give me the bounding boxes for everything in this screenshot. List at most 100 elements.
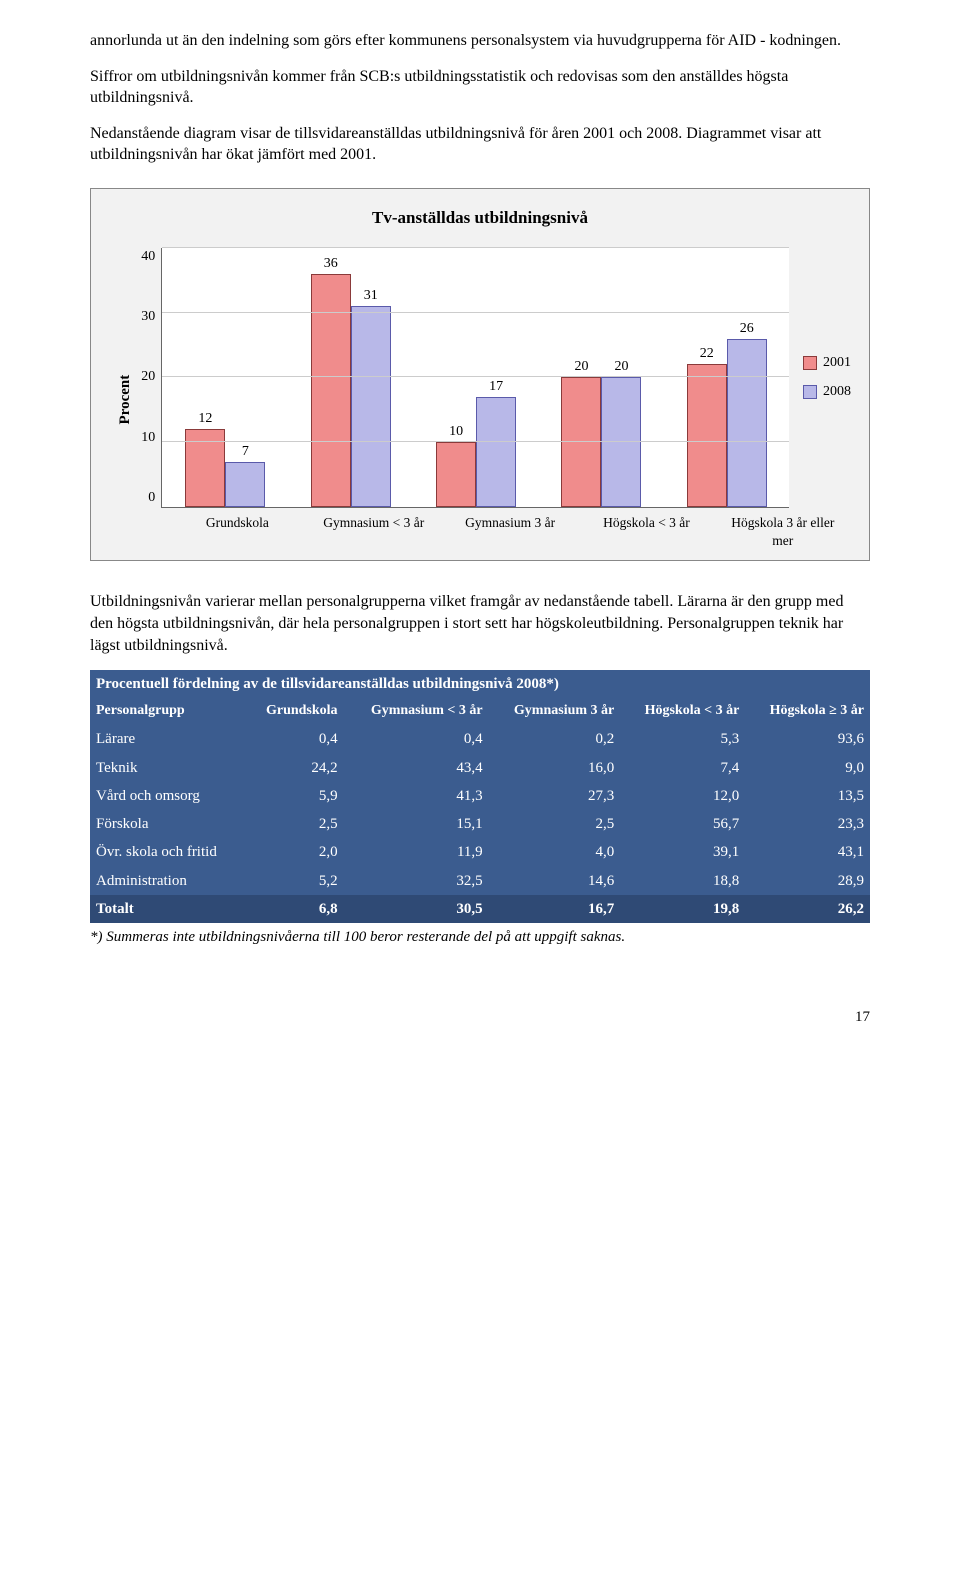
chart-plot: 1273631101720202226 bbox=[161, 248, 789, 508]
table-cell: 18,8 bbox=[620, 867, 745, 895]
paragraph-1: annorlunda ut än den indelning som görs … bbox=[90, 30, 870, 52]
bar-value-label: 10 bbox=[437, 423, 475, 442]
table-row: Lärare0,40,40,25,393,6 bbox=[90, 725, 870, 753]
bar: 20 bbox=[601, 377, 641, 507]
table-cell: 12,0 bbox=[620, 782, 745, 810]
table-cell: 15,1 bbox=[344, 810, 489, 838]
bar-value-label: 20 bbox=[562, 358, 600, 377]
table-cell: 14,6 bbox=[489, 867, 621, 895]
table-header-cell: Gymnasium < 3 år bbox=[344, 698, 489, 725]
table-cell: 43,1 bbox=[745, 838, 870, 866]
bar: 7 bbox=[225, 462, 265, 507]
xtick-label: Gymnasium < 3 år bbox=[312, 514, 435, 550]
bar-group: 1017 bbox=[419, 248, 532, 507]
table-cell: 13,5 bbox=[745, 782, 870, 810]
table-cell: 23,3 bbox=[745, 810, 870, 838]
bar-value-label: 17 bbox=[477, 378, 515, 397]
table-cell: Vård och omsorg bbox=[90, 782, 246, 810]
bar-group: 2020 bbox=[545, 248, 658, 507]
table-header-cell: Grundskola bbox=[246, 698, 344, 725]
bar: 36 bbox=[311, 274, 351, 507]
bar-value-label: 26 bbox=[728, 320, 766, 339]
bar-value-label: 36 bbox=[312, 255, 350, 274]
bar-value-label: 12 bbox=[186, 410, 224, 429]
page-number: 17 bbox=[90, 1007, 870, 1027]
bar-group: 3631 bbox=[294, 248, 407, 507]
chart-legend: 2001 2008 bbox=[789, 248, 851, 508]
table-cell: 5,2 bbox=[246, 867, 344, 895]
table-row: Vård och omsorg5,941,327,312,013,5 bbox=[90, 782, 870, 810]
table-cell: 24,2 bbox=[246, 754, 344, 782]
table-cell: Lärare bbox=[90, 725, 246, 753]
table-cell: 5,3 bbox=[620, 725, 745, 753]
table-total-cell: 19,8 bbox=[620, 895, 745, 923]
table-cell: 2,5 bbox=[489, 810, 621, 838]
paragraph-3: Nedanstående diagram visar de tillsvidar… bbox=[90, 123, 870, 166]
bar: 17 bbox=[476, 397, 516, 507]
ytick-label: 20 bbox=[141, 368, 155, 387]
table-cell: 2,0 bbox=[246, 838, 344, 866]
table-cell: 0,2 bbox=[489, 725, 621, 753]
bar-value-label: 7 bbox=[226, 443, 264, 462]
chart-ylabel: Procent bbox=[109, 248, 141, 550]
chart-panel: Tv-anställdas utbildningsnivå Procent 40… bbox=[90, 188, 870, 561]
table-cell: 7,4 bbox=[620, 754, 745, 782]
table-cell: 5,9 bbox=[246, 782, 344, 810]
table-cell: Teknik bbox=[90, 754, 246, 782]
bar-group: 127 bbox=[169, 248, 282, 507]
legend-label: 2008 bbox=[823, 383, 851, 402]
table-row: Administration5,232,514,618,828,9 bbox=[90, 867, 870, 895]
bar: 20 bbox=[561, 377, 601, 507]
table-total-cell: 30,5 bbox=[344, 895, 489, 923]
table-cell: 27,3 bbox=[489, 782, 621, 810]
ytick-label: 10 bbox=[141, 429, 155, 448]
legend-swatch bbox=[803, 356, 817, 370]
table-cell: 9,0 bbox=[745, 754, 870, 782]
table-cell: Administration bbox=[90, 867, 246, 895]
table-title: Procentuell fördelning av de tillsvidare… bbox=[90, 670, 870, 698]
table-cell: Övr. skola och fritid bbox=[90, 838, 246, 866]
bar: 10 bbox=[436, 442, 476, 507]
table-header-cell: Högskola ≥ 3 år bbox=[745, 698, 870, 725]
legend-item: 2001 bbox=[803, 354, 851, 373]
education-table: Procentuell fördelning av de tillsvidare… bbox=[90, 670, 870, 923]
bar-value-label: 20 bbox=[602, 358, 640, 377]
chart-yaxis: 40 30 20 10 0 bbox=[141, 248, 161, 508]
table-cell: 41,3 bbox=[344, 782, 489, 810]
bar: 26 bbox=[727, 339, 767, 507]
bar-group: 2226 bbox=[670, 248, 783, 507]
table-cell: 39,1 bbox=[620, 838, 745, 866]
table-cell: 32,5 bbox=[344, 867, 489, 895]
bar-value-label: 31 bbox=[352, 287, 390, 306]
bar: 31 bbox=[351, 306, 391, 507]
table-cell: 0,4 bbox=[344, 725, 489, 753]
table-cell: 0,4 bbox=[246, 725, 344, 753]
table-cell: 16,0 bbox=[489, 754, 621, 782]
table-cell: 2,5 bbox=[246, 810, 344, 838]
table-row: Förskola2,515,12,556,723,3 bbox=[90, 810, 870, 838]
table-header-cell: Högskola < 3 år bbox=[620, 698, 745, 725]
table-cell: 11,9 bbox=[344, 838, 489, 866]
paragraph-2: Siffror om utbildningsnivån kommer från … bbox=[90, 66, 870, 109]
table-cell: 4,0 bbox=[489, 838, 621, 866]
table-total-cell: 6,8 bbox=[246, 895, 344, 923]
chart-xaxis: Grundskola Gymnasium < 3 år Gymnasium 3 år… bbox=[141, 514, 851, 550]
table-header-cell: Personalgrupp bbox=[90, 698, 246, 725]
legend-swatch bbox=[803, 385, 817, 399]
ytick-label: 40 bbox=[141, 248, 155, 267]
table-row: Övr. skola och fritid2,011,94,039,143,1 bbox=[90, 838, 870, 866]
ytick-label: 0 bbox=[148, 489, 155, 508]
xtick-label: Grundskola bbox=[176, 514, 299, 550]
xtick-label: Högskola 3 år eller mer bbox=[721, 514, 844, 550]
ytick-label: 30 bbox=[141, 308, 155, 327]
table-cell: 28,9 bbox=[745, 867, 870, 895]
xtick-label: Gymnasium 3 år bbox=[449, 514, 572, 550]
paragraph-4: Utbildningsnivån varierar mellan persona… bbox=[90, 591, 870, 656]
table-footnote: *) Summeras inte utbildningsnivåerna til… bbox=[90, 927, 870, 947]
table-cell: Förskola bbox=[90, 810, 246, 838]
chart-title: Tv-anställdas utbildningsnivå bbox=[109, 207, 851, 230]
table-total-cell: 16,7 bbox=[489, 895, 621, 923]
bar: 22 bbox=[687, 364, 727, 506]
xtick-label: Högskola < 3 år bbox=[585, 514, 708, 550]
bar-value-label: 22 bbox=[688, 345, 726, 364]
